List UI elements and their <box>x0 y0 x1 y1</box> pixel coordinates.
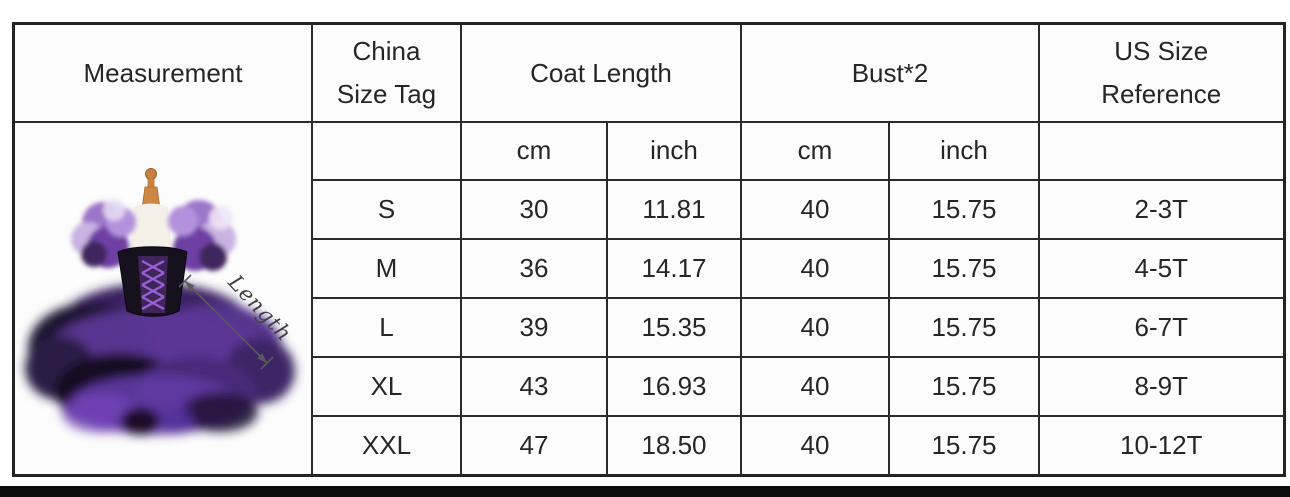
bust-inch-cell: 15.75 <box>888 178 1040 240</box>
size-tag-cell: L <box>311 296 462 358</box>
left-sleeve <box>71 199 136 268</box>
coat-inch-cell: 11.81 <box>606 178 742 240</box>
header-china-size-tag-label: China Size Tag <box>336 36 437 109</box>
us-size-cell: 2-3T <box>1038 178 1285 240</box>
table-row-xl: XL 43 16.93 40 15.75 8-9T <box>14 355 1285 417</box>
right-sleeve <box>168 200 236 271</box>
bust-cm-cell: 40 <box>740 296 890 358</box>
length-dimension-line <box>178 274 274 370</box>
unit-cell-us-empty <box>1038 121 1285 181</box>
us-size-cell: 4-5T <box>1038 237 1285 299</box>
size-tag-cell: XL <box>311 355 462 417</box>
table-row-l: L 39 15.35 40 15.75 6-7T <box>14 296 1285 358</box>
chest-fabric <box>130 203 172 260</box>
unit-cell-size-tag-empty <box>311 121 462 181</box>
unit-cell-bust-cm: cm <box>740 121 890 181</box>
bust-cm-cell: 40 <box>740 414 890 477</box>
coat-cm-cell: 47 <box>460 414 608 477</box>
coat-cm-cell: 43 <box>460 355 608 417</box>
coat-cm-cell: 30 <box>460 178 608 240</box>
table-row-s: S 30 11.81 40 15.75 2-3T <box>14 178 1285 240</box>
bodice-lacing <box>141 259 165 311</box>
size-tag-cell: XXL <box>311 414 462 477</box>
bust-cm-cell: 40 <box>740 355 890 417</box>
bust-cm-cell: 40 <box>740 237 890 299</box>
table-row-xxl: XXL 47 18.50 40 15.75 10-12T <box>14 414 1285 477</box>
us-size-cell: 8-9T <box>1038 355 1285 417</box>
header-bust: Bust*2 <box>740 22 1040 123</box>
bust-cm-cell: 40 <box>740 178 890 240</box>
coat-inch-cell: 16.93 <box>606 355 742 417</box>
size-tag-cell: S <box>311 178 462 240</box>
size-tag-cell: M <box>311 237 462 299</box>
coat-inch-cell: 15.35 <box>606 296 742 358</box>
coat-cm-cell: 36 <box>460 237 608 299</box>
bust-inch-cell: 15.75 <box>888 237 1040 299</box>
us-size-cell: 6-7T <box>1038 296 1285 358</box>
dress-photo: Length <box>25 168 297 435</box>
header-us-size-reference-label: US Size Reference <box>1101 36 1222 109</box>
bust-inch-cell: 15.75 <box>888 296 1040 358</box>
bottom-divider-bar <box>0 486 1290 497</box>
header-coat-length: Coat Length <box>460 22 742 123</box>
unit-row: Length cm inch cm inch <box>12 121 1285 477</box>
header-china-size-tag: China Size Tag <box>311 22 462 123</box>
bust-inch-cell: 15.75 <box>888 355 1040 417</box>
product-image-cell: Length <box>12 121 313 477</box>
unit-cell-coat-inch: inch <box>606 121 742 181</box>
unit-cell-coat-cm: cm <box>460 121 608 181</box>
table-row-m: M 36 14.17 40 15.75 4-5T <box>14 237 1285 299</box>
header-us-size-reference: US Size Reference <box>1038 22 1285 123</box>
bust-inch-cell: 15.75 <box>888 414 1040 477</box>
header-measurement: Measurement <box>12 22 313 123</box>
coat-cm-cell: 39 <box>460 296 608 358</box>
tutu-skirt <box>25 283 295 435</box>
mannequin-neck <box>141 168 161 210</box>
unit-cell-bust-inch: inch <box>888 121 1040 181</box>
header-row: Measurement China Size Tag Coat Length B… <box>12 22 1285 123</box>
size-chart-table: Measurement China Size Tag Coat Length B… <box>12 22 1286 477</box>
us-size-cell: 10-12T <box>1038 414 1285 477</box>
coat-inch-cell: 18.50 <box>606 414 742 477</box>
bodice <box>117 246 188 317</box>
coat-inch-cell: 14.17 <box>606 237 742 299</box>
